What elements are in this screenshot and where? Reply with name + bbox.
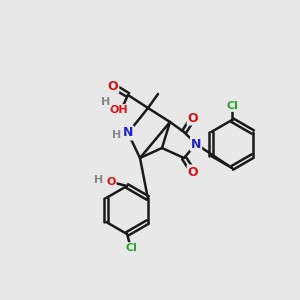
Text: H: H [101,97,111,107]
Text: Cl: Cl [125,243,137,253]
Text: O: O [106,177,116,187]
Text: O: O [188,166,198,178]
Text: Cl: Cl [226,101,238,111]
Text: OH: OH [110,105,128,115]
Text: N: N [191,137,201,151]
Text: H: H [112,130,122,140]
Text: H: H [94,175,103,185]
Text: N: N [123,127,133,140]
Text: O: O [108,80,118,92]
Text: O: O [188,112,198,124]
